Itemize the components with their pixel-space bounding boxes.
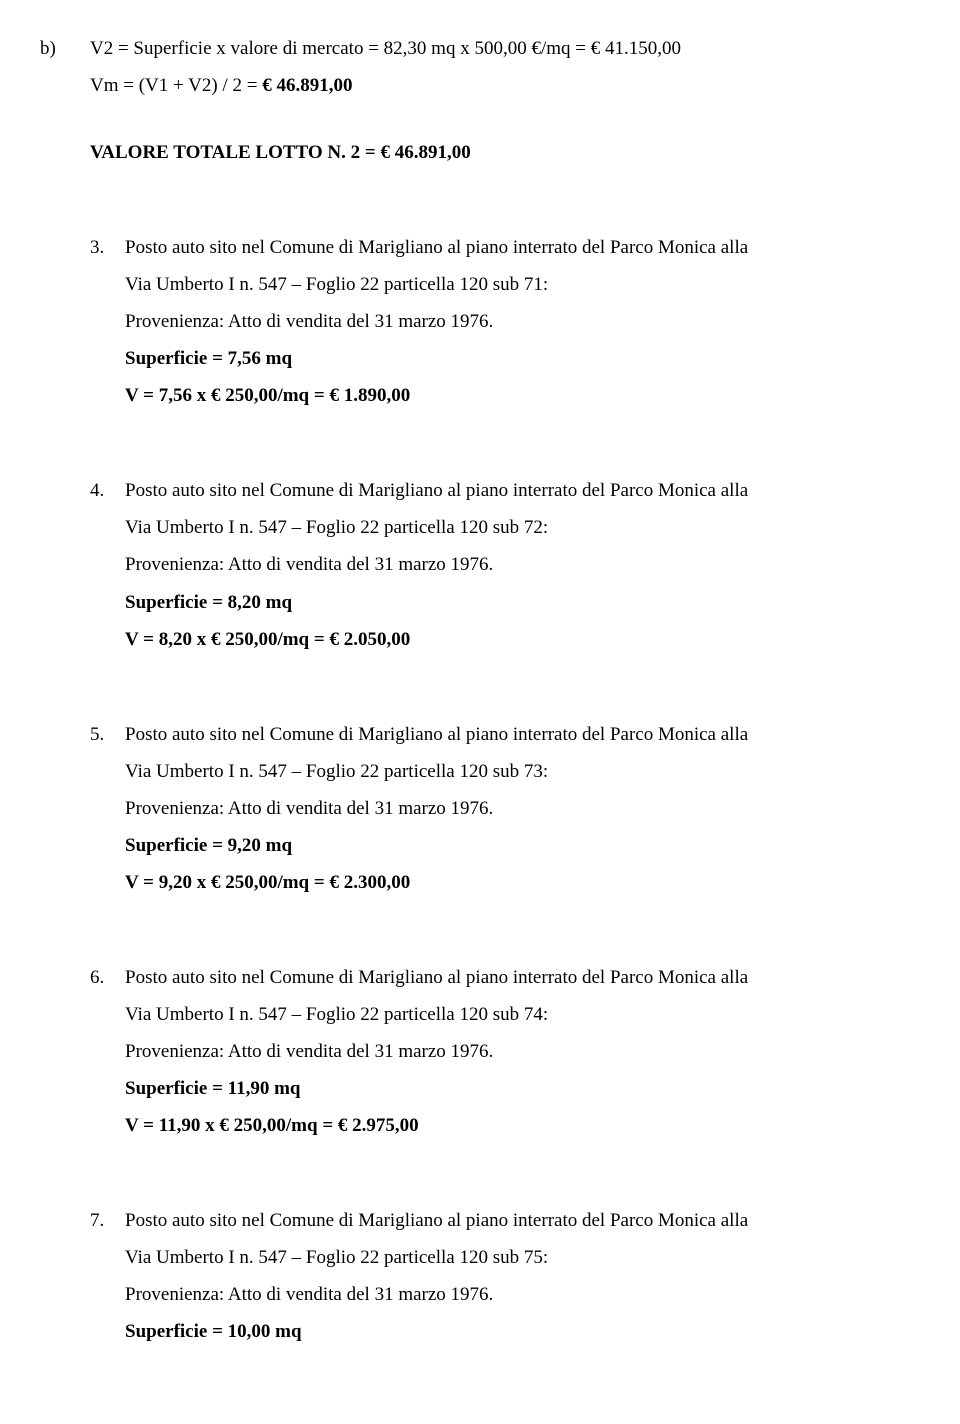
item-5-text-1: Posto auto sito nel Comune di Marigliano… bbox=[125, 716, 748, 753]
item-b-first-line: b) V2 = Superficie x valore di mercato =… bbox=[40, 30, 900, 67]
item-b-value-3: € 46.891,00 bbox=[380, 142, 470, 163]
item-3-text-1: Posto auto sito nel Comune di Marigliano… bbox=[125, 229, 748, 266]
marker-6: 6. bbox=[90, 959, 125, 996]
item-6: 6. Posto auto sito nel Comune di Marigli… bbox=[40, 959, 900, 1144]
item-5-line-2: Via Umberto I n. 547 – Foglio 22 partice… bbox=[90, 753, 900, 790]
item-b-prefix-3: VALORE TOTALE LOTTO N. 2 = bbox=[90, 142, 380, 163]
item-7-first-line: 7. Posto auto sito nel Comune di Marigli… bbox=[90, 1202, 900, 1239]
item-b-prefix-2: Vm = (V1 + V2) / 2 = bbox=[90, 75, 262, 96]
item-4-first-line: 4. Posto auto sito nel Comune di Marigli… bbox=[90, 472, 900, 509]
item-b: b) V2 = Superficie x valore di mercato =… bbox=[40, 30, 900, 171]
item-6-line-4: Superficie = 11,90 mq bbox=[90, 1070, 900, 1107]
item-3-line-2: Via Umberto I n. 547 – Foglio 22 partice… bbox=[90, 266, 900, 303]
marker-5: 5. bbox=[90, 716, 125, 753]
item-4-text-1: Posto auto sito nel Comune di Marigliano… bbox=[125, 472, 748, 509]
item-5-line-3: Provenienza: Atto di vendita del 31 marz… bbox=[90, 790, 900, 827]
item-3-first-line: 3. Posto auto sito nel Comune di Marigli… bbox=[90, 229, 900, 266]
item-5: 5. Posto auto sito nel Comune di Marigli… bbox=[40, 716, 900, 901]
marker-b: b) bbox=[40, 30, 90, 67]
item-4-line-2: Via Umberto I n. 547 – Foglio 22 partice… bbox=[90, 509, 900, 546]
item-6-first-line: 6. Posto auto sito nel Comune di Marigli… bbox=[90, 959, 900, 996]
item-5-first-line: 5. Posto auto sito nel Comune di Marigli… bbox=[90, 716, 900, 753]
item-b-line-2: Vm = (V1 + V2) / 2 = € 46.891,00 bbox=[40, 67, 900, 104]
item-3-line-5: V = 7,56 x € 250,00/mq = € 1.890,00 bbox=[90, 377, 900, 414]
marker-3: 3. bbox=[90, 229, 125, 266]
item-3-line-4: Superficie = 7,56 mq bbox=[90, 340, 900, 377]
item-4-line-5: V = 8,20 x € 250,00/mq = € 2.050,00 bbox=[90, 621, 900, 658]
item-b-value-2: € 46.891,00 bbox=[262, 75, 352, 96]
item-6-line-3: Provenienza: Atto di vendita del 31 marz… bbox=[90, 1033, 900, 1070]
item-4-line-4: Superficie = 8,20 mq bbox=[90, 584, 900, 621]
item-6-text-1: Posto auto sito nel Comune di Marigliano… bbox=[125, 959, 748, 996]
marker-7: 7. bbox=[90, 1202, 125, 1239]
item-7-text-1: Posto auto sito nel Comune di Marigliano… bbox=[125, 1202, 748, 1239]
item-5-line-5: V = 9,20 x € 250,00/mq = € 2.300,00 bbox=[90, 864, 900, 901]
item-3: 3. Posto auto sito nel Comune di Marigli… bbox=[40, 229, 900, 414]
marker-4: 4. bbox=[90, 472, 125, 509]
item-7-line-2: Via Umberto I n. 547 – Foglio 22 partice… bbox=[90, 1239, 900, 1276]
item-3-line-3: Provenienza: Atto di vendita del 31 marz… bbox=[90, 303, 900, 340]
item-7-line-3: Provenienza: Atto di vendita del 31 marz… bbox=[90, 1276, 900, 1313]
item-7: 7. Posto auto sito nel Comune di Marigli… bbox=[40, 1202, 900, 1350]
item-6-line-2: Via Umberto I n. 547 – Foglio 22 partice… bbox=[90, 996, 900, 1033]
item-4-line-3: Provenienza: Atto di vendita del 31 marz… bbox=[90, 546, 900, 583]
item-5-line-4: Superficie = 9,20 mq bbox=[90, 827, 900, 864]
item-b-line-3: VALORE TOTALE LOTTO N. 2 = € 46.891,00 bbox=[40, 134, 900, 171]
item-7-line-4: Superficie = 10,00 mq bbox=[90, 1313, 900, 1350]
item-6-line-5: V = 11,90 x € 250,00/mq = € 2.975,00 bbox=[90, 1107, 900, 1144]
item-b-text-1: V2 = Superficie x valore di mercato = 82… bbox=[90, 30, 681, 67]
item-4: 4. Posto auto sito nel Comune di Marigli… bbox=[40, 472, 900, 657]
